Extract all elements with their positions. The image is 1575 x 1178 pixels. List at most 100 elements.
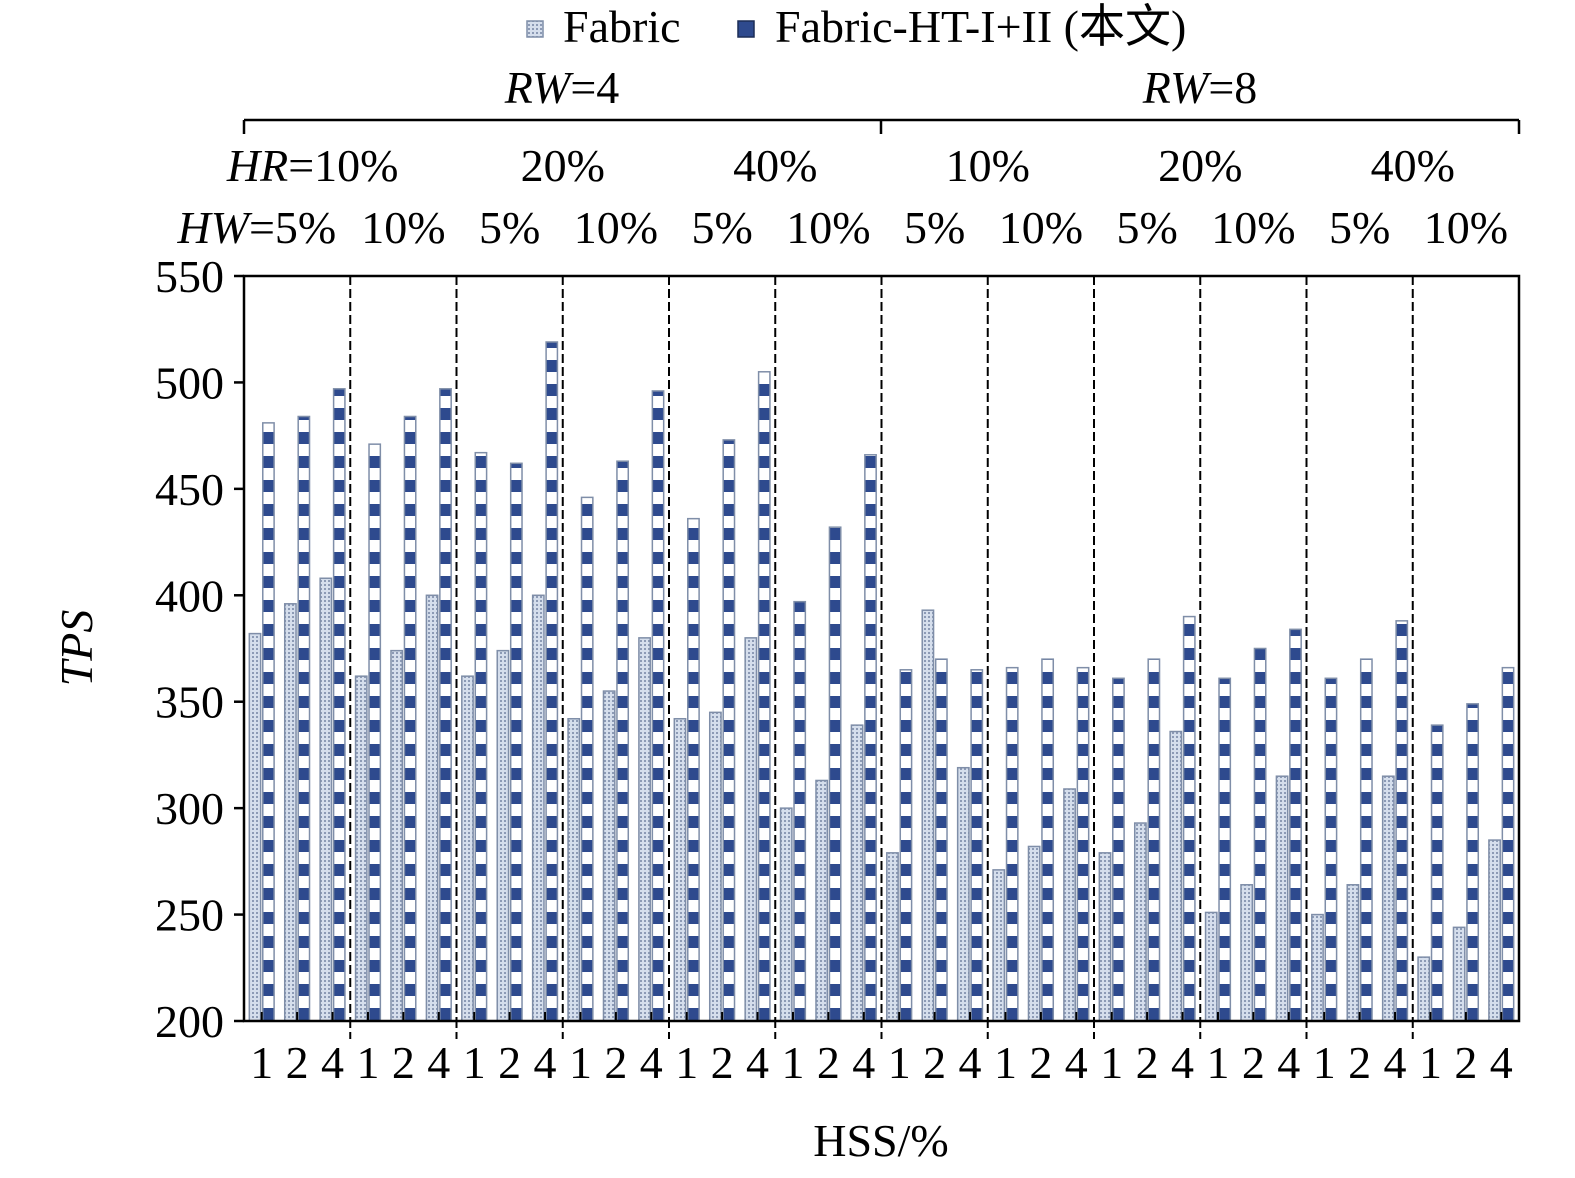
- x-tick-label: 4: [1171, 1037, 1194, 1088]
- bar-fabric-ht: [1005, 666, 1019, 1022]
- bar-fabric-ht: [509, 462, 523, 1022]
- bar-fabric: [886, 852, 899, 1022]
- bar-fabric-ht: [1289, 628, 1302, 1022]
- legend-swatch-ht: [737, 20, 755, 38]
- bar-fabric: [425, 594, 439, 1022]
- hw-header-row: HW=5% 10% 5% 10% 5% 10% 5% 10% 5% 10% 5% 10%: [176, 202, 1508, 253]
- hw-label: 5%: [479, 202, 540, 253]
- x-tick-label: 4: [1065, 1037, 1088, 1088]
- x-tick-label: 2: [1348, 1037, 1371, 1088]
- y-tick-label: 400: [155, 570, 224, 621]
- bar-fabric-ht: [439, 388, 452, 1022]
- bar-fabric: [815, 779, 829, 1022]
- x-tick-label: 2: [923, 1037, 946, 1088]
- hw-label: 10%: [999, 202, 1083, 253]
- bar-fabric-ht: [757, 371, 771, 1022]
- hw-label: HW=5%: [176, 202, 336, 253]
- bar-fabric-ht: [545, 341, 559, 1022]
- x-tick-label: 4: [959, 1037, 982, 1088]
- bar-fabric-ht: [651, 390, 665, 1022]
- bar-fabric: [1488, 839, 1501, 1022]
- legend: Fabric Fabric-HT-I+II (本文): [526, 1, 1186, 52]
- bar-fabric: [567, 717, 581, 1022]
- hw-label: 10%: [1211, 202, 1295, 253]
- hw-label: 10%: [1424, 202, 1508, 253]
- bar-fabric-ht: [297, 415, 311, 1022]
- bar-fabric-ht: [262, 422, 275, 1022]
- hr-label: 40%: [733, 140, 817, 191]
- x-tick-label: 1: [463, 1037, 486, 1088]
- bar-fabric: [744, 637, 758, 1022]
- x-tick-label: 1: [1313, 1037, 1336, 1088]
- bar-fabric-ht: [1253, 647, 1267, 1022]
- bar-fabric-ht: [793, 600, 807, 1022]
- bar-fabric-ht: [1430, 724, 1444, 1022]
- bar-fabric: [673, 717, 687, 1022]
- bar-fabric: [1098, 852, 1112, 1022]
- bar-fabric: [1346, 884, 1360, 1022]
- bar-fabric-ht: [580, 496, 594, 1022]
- bar-fabric: [1417, 956, 1431, 1022]
- bar-fabric: [461, 675, 474, 1022]
- bar-fabric: [354, 675, 368, 1022]
- x-tick-label: 4: [1490, 1037, 1513, 1088]
- bar-fabric-ht: [828, 526, 842, 1022]
- bar-fabric: [319, 577, 333, 1022]
- y-tick-label: 500: [155, 357, 224, 408]
- bar-fabric: [1169, 730, 1183, 1022]
- y-tick-label: 550: [155, 251, 224, 302]
- bar-fabric: [992, 869, 1006, 1022]
- y-tick-label: 300: [155, 783, 224, 834]
- x-tick-label: 4: [321, 1037, 344, 1088]
- bar-fabric: [531, 594, 545, 1022]
- bar-fabric: [1063, 788, 1076, 1022]
- rw-label-left: RW=4: [504, 62, 620, 113]
- bar-fabric: [602, 690, 616, 1022]
- x-tick-label: 1: [675, 1037, 698, 1088]
- x-tick-label: 1: [1419, 1037, 1442, 1088]
- hr-header-row: HR=10% 20% 40% 10% 20% 40%: [226, 140, 1455, 191]
- bar-fabric: [1027, 845, 1041, 1022]
- x-tick-label: 2: [1454, 1037, 1477, 1088]
- x-tick-label: 2: [1242, 1037, 1265, 1088]
- x-tick-label: 4: [852, 1037, 875, 1088]
- bar-fabric: [1133, 822, 1147, 1022]
- bar-fabric-ht: [1041, 658, 1055, 1022]
- hw-label: 5%: [1329, 202, 1390, 253]
- bar-fabric-ht: [970, 669, 984, 1022]
- bar-fabric: [1452, 926, 1466, 1022]
- bar-fabric-ht: [1112, 677, 1125, 1022]
- x-tick-label: 2: [1029, 1037, 1052, 1088]
- bar-fabric-ht: [332, 388, 346, 1022]
- hr-label: 10%: [946, 140, 1030, 191]
- legend-label-fabric: Fabric: [563, 1, 681, 52]
- bar-fabric: [248, 632, 262, 1022]
- x-tick-label: 4: [427, 1037, 450, 1088]
- x-tick-label: 2: [498, 1037, 521, 1088]
- rw-label-right: RW=8: [1142, 62, 1258, 113]
- y-axis-title: TPS: [51, 610, 102, 687]
- legend-swatch-fabric: [526, 20, 544, 38]
- bar-fabric-ht: [1147, 658, 1161, 1022]
- bars: [248, 341, 1515, 1022]
- x-tick-label: 1: [994, 1037, 1017, 1088]
- hr-label: HR=10%: [226, 140, 399, 191]
- x-tick-label: 2: [392, 1037, 415, 1088]
- bar-fabric-ht: [1182, 615, 1196, 1022]
- x-tick-label: 1: [569, 1037, 592, 1088]
- x-tick-label: 2: [604, 1037, 627, 1088]
- bar-fabric: [850, 724, 864, 1022]
- hr-label: 40%: [1371, 140, 1455, 191]
- x-tick-label: 1: [781, 1037, 804, 1088]
- x-tick-label: 1: [1206, 1037, 1229, 1088]
- x-tick-label: 1: [1100, 1037, 1123, 1088]
- hr-label: 20%: [1158, 140, 1242, 191]
- bar-fabric: [921, 609, 935, 1022]
- x-tick-label: 2: [711, 1037, 734, 1088]
- x-tick-label: 4: [640, 1037, 663, 1088]
- x-tick-label: 2: [817, 1037, 840, 1088]
- hw-label: 10%: [574, 202, 658, 253]
- bar-fabric: [1381, 775, 1395, 1022]
- bar-fabric: [638, 637, 651, 1022]
